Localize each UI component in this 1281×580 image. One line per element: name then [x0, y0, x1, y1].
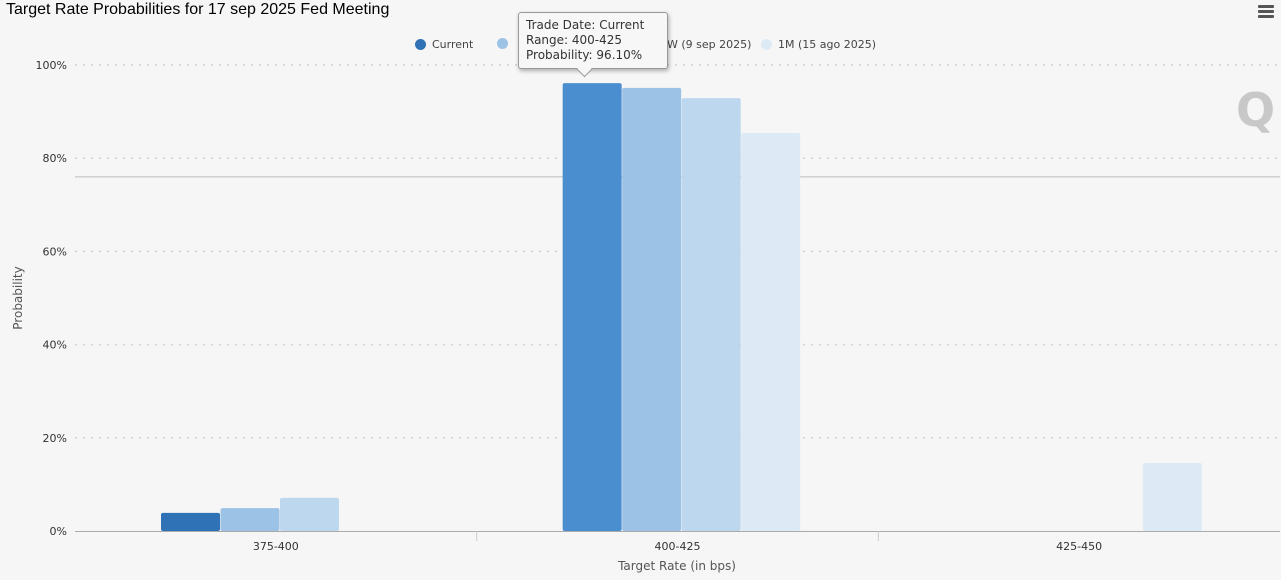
tooltip-probability: Probability: 96.10% — [526, 48, 643, 62]
bar-400-425-series-1 — [622, 87, 682, 532]
x-tick-label: 425-450 — [1056, 540, 1102, 553]
bar-425-450-series-3 — [1142, 462, 1202, 531]
legend-item-1m[interactable]: 1M (15 ago 2025) — [761, 38, 876, 51]
legend-item-current[interactable]: Current — [415, 38, 473, 51]
legend-swatch — [761, 39, 772, 50]
y-tick-label: 40% — [43, 339, 67, 352]
y-tick-label: 100% — [36, 59, 67, 72]
bar-400-425-series-2 — [681, 98, 741, 531]
bar-400-425-series-0 — [562, 83, 622, 531]
tooltip: Trade Date: Current Range: 400-425 Proba… — [518, 12, 668, 69]
y-tick-label: 0% — [50, 525, 67, 538]
bar-375-400-series-2 — [280, 497, 339, 531]
x-axis-title: Target Rate (in bps) — [617, 559, 736, 573]
legend-item-series-2[interactable] — [497, 38, 514, 49]
legend-swatch — [497, 38, 508, 49]
y-axis-title: Probability — [11, 266, 25, 329]
bar-375-400-series-1 — [220, 508, 280, 531]
watermark-logo: Q — [1236, 83, 1275, 137]
y-tick-label: 20% — [43, 432, 67, 445]
hamburger-menu-icon[interactable] — [1258, 5, 1274, 20]
x-tick-label: 375-400 — [253, 540, 299, 553]
bar-375-400-series-0 — [161, 512, 220, 531]
tooltip-trade-date: Trade Date: Current — [526, 18, 645, 32]
legend-swatch — [415, 39, 426, 50]
tooltip-range: Range: 400-425 — [526, 33, 623, 47]
chart-title: Target Rate Probabilities for 17 sep 202… — [6, 1, 390, 18]
bar-400-425-series-3 — [741, 133, 801, 531]
y-tick-label: 80% — [43, 152, 67, 165]
x-tick-label: 400-425 — [655, 540, 701, 553]
y-tick-label: 60% — [43, 245, 67, 258]
